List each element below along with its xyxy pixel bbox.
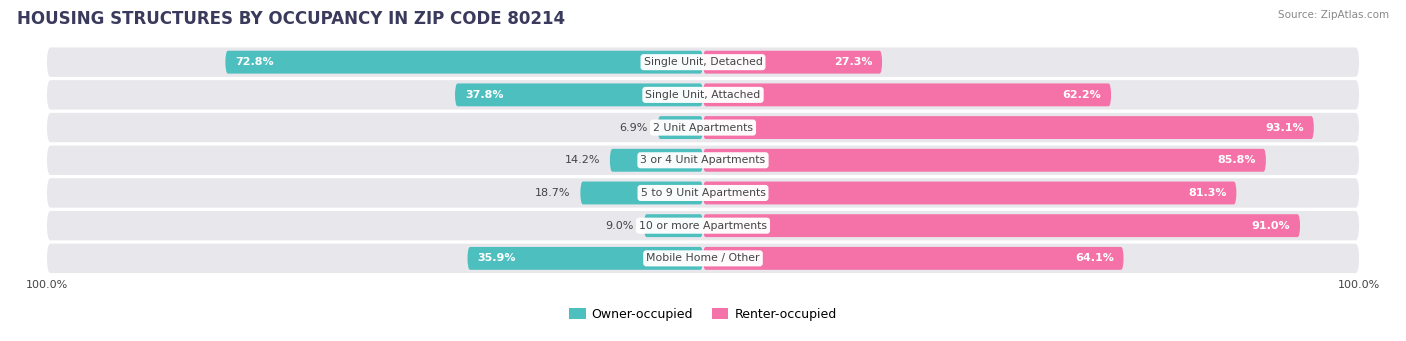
FancyBboxPatch shape <box>644 214 703 237</box>
FancyBboxPatch shape <box>703 247 1123 270</box>
FancyBboxPatch shape <box>703 84 1111 106</box>
Text: 100.0%: 100.0% <box>25 280 67 290</box>
FancyBboxPatch shape <box>610 149 703 172</box>
FancyBboxPatch shape <box>46 47 1360 77</box>
FancyBboxPatch shape <box>225 51 703 74</box>
FancyBboxPatch shape <box>658 116 703 139</box>
Text: 14.2%: 14.2% <box>564 155 600 165</box>
FancyBboxPatch shape <box>467 247 703 270</box>
Text: 18.7%: 18.7% <box>534 188 571 198</box>
Text: Source: ZipAtlas.com: Source: ZipAtlas.com <box>1278 10 1389 20</box>
FancyBboxPatch shape <box>703 181 1236 204</box>
FancyBboxPatch shape <box>46 113 1360 142</box>
Text: 10 or more Apartments: 10 or more Apartments <box>638 221 768 231</box>
Text: 9.0%: 9.0% <box>606 221 634 231</box>
Text: HOUSING STRUCTURES BY OCCUPANCY IN ZIP CODE 80214: HOUSING STRUCTURES BY OCCUPANCY IN ZIP C… <box>17 10 565 28</box>
Text: Single Unit, Attached: Single Unit, Attached <box>645 90 761 100</box>
Text: 27.3%: 27.3% <box>834 57 872 67</box>
FancyBboxPatch shape <box>703 116 1313 139</box>
Text: 64.1%: 64.1% <box>1074 253 1114 263</box>
Text: 91.0%: 91.0% <box>1251 221 1291 231</box>
FancyBboxPatch shape <box>703 214 1301 237</box>
Text: 72.8%: 72.8% <box>235 57 274 67</box>
FancyBboxPatch shape <box>581 181 703 204</box>
Text: 81.3%: 81.3% <box>1188 188 1226 198</box>
FancyBboxPatch shape <box>46 244 1360 273</box>
FancyBboxPatch shape <box>46 211 1360 240</box>
FancyBboxPatch shape <box>703 149 1265 172</box>
Text: 100.0%: 100.0% <box>1339 280 1381 290</box>
Text: 93.1%: 93.1% <box>1265 122 1303 133</box>
Text: 62.2%: 62.2% <box>1063 90 1101 100</box>
Text: 6.9%: 6.9% <box>620 122 648 133</box>
Text: 5 to 9 Unit Apartments: 5 to 9 Unit Apartments <box>641 188 765 198</box>
Text: Mobile Home / Other: Mobile Home / Other <box>647 253 759 263</box>
FancyBboxPatch shape <box>703 51 882 74</box>
Text: 85.8%: 85.8% <box>1218 155 1256 165</box>
FancyBboxPatch shape <box>46 80 1360 109</box>
Legend: Owner-occupied, Renter-occupied: Owner-occupied, Renter-occupied <box>564 303 842 326</box>
Text: 37.8%: 37.8% <box>465 90 503 100</box>
FancyBboxPatch shape <box>46 146 1360 175</box>
Text: 2 Unit Apartments: 2 Unit Apartments <box>652 122 754 133</box>
Text: 35.9%: 35.9% <box>477 253 516 263</box>
FancyBboxPatch shape <box>456 84 703 106</box>
Text: 3 or 4 Unit Apartments: 3 or 4 Unit Apartments <box>641 155 765 165</box>
FancyBboxPatch shape <box>46 178 1360 208</box>
Text: Single Unit, Detached: Single Unit, Detached <box>644 57 762 67</box>
